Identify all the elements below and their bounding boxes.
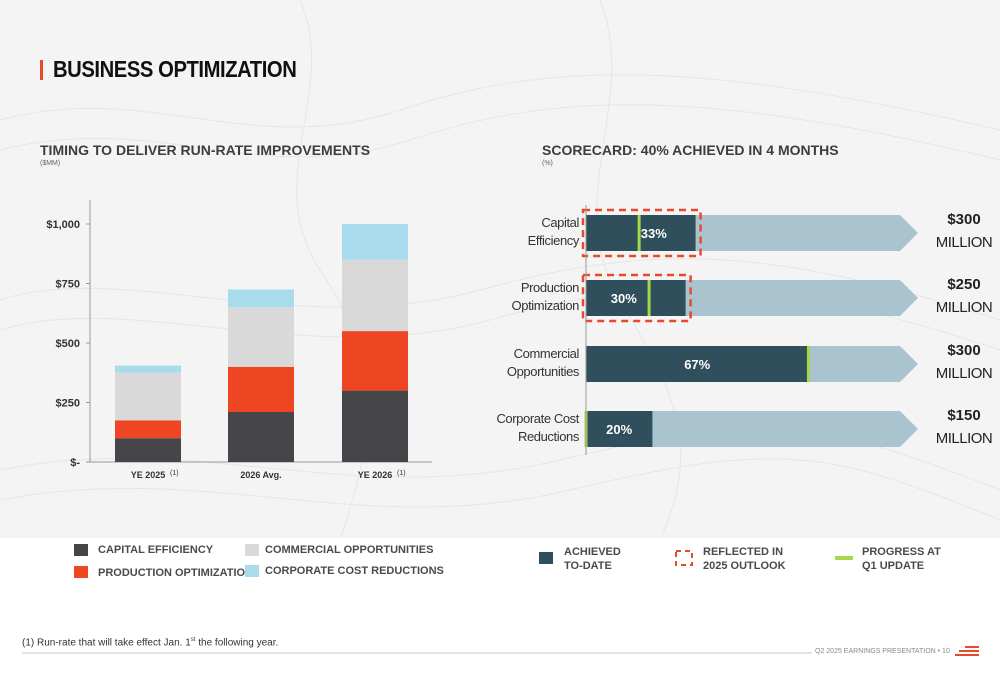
- bar-segment: [228, 289, 294, 308]
- y-tick-label: $1,000: [46, 219, 80, 231]
- footnote-suffix: the following year.: [195, 637, 279, 649]
- x-category-label: YE 2025: [131, 470, 166, 480]
- legend-green-line-icon: [835, 556, 853, 560]
- bar-segment: [342, 224, 408, 260]
- legend-swatch-corporate-cost-reductions: [245, 565, 259, 577]
- category-label: Corporate Cost: [496, 411, 579, 426]
- target-arrow-bar: [586, 411, 918, 447]
- bar-segment: [342, 390, 408, 462]
- bar-segment: [115, 420, 181, 439]
- target-amount: $250: [947, 276, 980, 293]
- achieved-pct-label: 20%: [606, 422, 632, 437]
- bar-segment: [342, 331, 408, 391]
- legend-label-capital-efficiency: CAPITAL EFFICIENCY: [98, 544, 214, 556]
- bar-segment: [228, 307, 294, 367]
- right-section-subtitle: (%): [542, 160, 553, 167]
- achieved-pct-label: 30%: [611, 291, 637, 306]
- y-tick-label: $250: [56, 398, 80, 410]
- legend-swatch-commercial-opportunities: [245, 544, 259, 556]
- title-accent-bar: [40, 60, 43, 80]
- legend-progress-line2: Q1 UPDATE: [862, 560, 925, 572]
- legend-label-production-optimization: PRODUCTION OPTIMIZATION: [98, 567, 254, 579]
- footnote-prefix: (1) Run-rate that will take effect Jan. …: [22, 637, 191, 649]
- achieved-pct-label: 33%: [641, 226, 667, 241]
- footnote-superscript: st: [190, 637, 196, 643]
- achieved-bar: [586, 411, 653, 447]
- target-amount: $300: [947, 211, 980, 228]
- legend-outlook-line2: 2025 OUTLOOK: [703, 560, 786, 572]
- x-category-label: 2026 Avg.: [240, 470, 281, 480]
- y-tick-label: $500: [56, 338, 80, 350]
- target-unit: MILLION: [936, 234, 993, 251]
- footnote: (1) Run-rate that will take effect Jan. …: [22, 637, 278, 648]
- achieved-bar: [586, 280, 686, 316]
- legend-achieved-line1: ACHIEVED: [564, 546, 621, 558]
- y-tick-label: $750: [56, 279, 80, 291]
- target-unit: MILLION: [936, 299, 993, 316]
- x-category-label: YE 2026: [358, 470, 393, 480]
- category-label: Capital: [541, 215, 579, 230]
- legend-label-corporate-cost-reductions: CORPORATE COST REDUCTIONS: [265, 565, 444, 577]
- category-label: Reductions: [518, 429, 580, 444]
- q1-progress-marker: [637, 215, 641, 251]
- scorecard-chart: 33% Capital Efficiency $300 MILLION 30% Produc…: [496, 205, 993, 455]
- target-unit: MILLION: [936, 365, 993, 382]
- x-category-superscript: (1): [397, 470, 406, 477]
- bar-segment: [115, 365, 181, 373]
- target-amount: $150: [947, 407, 980, 424]
- legend-achieved-line2: TO-DATE: [564, 560, 612, 572]
- achieved-pct-label: 67%: [684, 357, 710, 372]
- target-amount: $300: [947, 342, 980, 359]
- legend-progress-line1: PROGRESS AT: [862, 546, 941, 558]
- category-label: Optimization: [512, 298, 580, 313]
- left-section-title: TIMING TO DELIVER RUN-RATE IMPROVEMENTS: [40, 142, 371, 158]
- bar-segment: [115, 438, 181, 462]
- legend-outlook-line1: REFLECTED IN: [703, 546, 784, 558]
- category-label: Commercial: [514, 346, 580, 361]
- bar-segment: [342, 259, 408, 332]
- bar-segment: [228, 366, 294, 413]
- category-label: Opportunities: [507, 364, 580, 379]
- stacked-bar-chart: $- $250 $500 $750 $1,000 YE 2025 (1) 2026 Avg. Y…: [46, 200, 432, 480]
- outlook-dashed-box: [581, 273, 692, 323]
- bar-segment: [115, 372, 181, 421]
- page-title: BUSINESS OPTIMIZATION: [53, 56, 297, 82]
- company-logo-icon: [955, 646, 981, 658]
- legend-label-commercial-opportunities: COMMERCIAL OPPORTUNITIES: [265, 544, 434, 556]
- right-section-title: SCORECARD: 40% ACHIEVED IN 4 MONTHS: [542, 142, 839, 158]
- footer-divider: [22, 652, 812, 654]
- legend-swatch-capital-efficiency: [74, 544, 88, 556]
- x-category-superscript: (1): [170, 470, 179, 477]
- achieved-bar: [586, 346, 809, 382]
- y-tick-label: $-: [70, 457, 80, 469]
- footer-text: Q2 2025 EARNINGS PRESENTATION • 10: [815, 648, 950, 655]
- bar-segment: [228, 412, 294, 462]
- legend-swatch-production-optimization: [74, 566, 88, 578]
- bottom-band: [0, 538, 1000, 685]
- left-section-subtitle: ($MM): [40, 160, 61, 167]
- legend-dashed-box-icon: [675, 550, 693, 566]
- achieved-bar: [586, 215, 696, 251]
- category-label: Production: [521, 280, 579, 295]
- q1-progress-marker: [647, 280, 651, 316]
- q1-progress-marker: [806, 346, 810, 382]
- outlook-dashed-box: [581, 208, 702, 258]
- legend-achieved-square-icon: [539, 552, 553, 564]
- category-label: Efficiency: [528, 233, 580, 248]
- target-unit: MILLION: [936, 430, 993, 447]
